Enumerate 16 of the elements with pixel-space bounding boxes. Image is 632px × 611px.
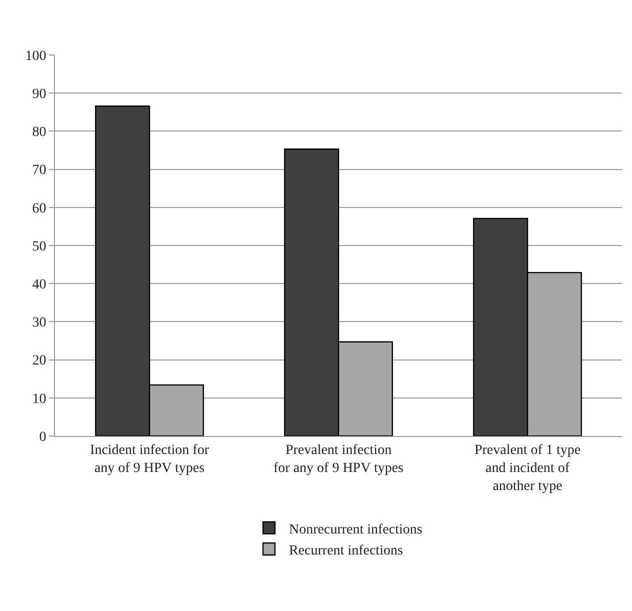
x-tick-label: Prevalent of 1 type and incident of another type — [474, 442, 581, 494]
legend-label: Nonrecurrent infections — [289, 522, 422, 538]
y-tick-label: 80 — [32, 125, 46, 140]
legend-label: Recurrent infections — [289, 543, 403, 558]
y-tick-label: 0 — [39, 430, 46, 445]
y-tick-label: 100 — [25, 48, 46, 64]
y-tick-label: 90 — [32, 87, 46, 102]
y-tick-label: 50 — [32, 239, 46, 254]
y-tick-label: 40 — [32, 278, 46, 292]
x-tick-label: Incident infection for any of 9 HPV types — [90, 442, 210, 476]
y-tick-label: 20 — [32, 354, 46, 369]
y-tick-label: 30 — [32, 316, 46, 331]
y-tick-label: 10 — [32, 392, 46, 407]
x-tick-label: Prevalent infection for any of 9 HPV types — [273, 442, 404, 476]
y-tick-label: 70 — [32, 163, 46, 178]
y-tick-label: 60 — [32, 201, 46, 216]
